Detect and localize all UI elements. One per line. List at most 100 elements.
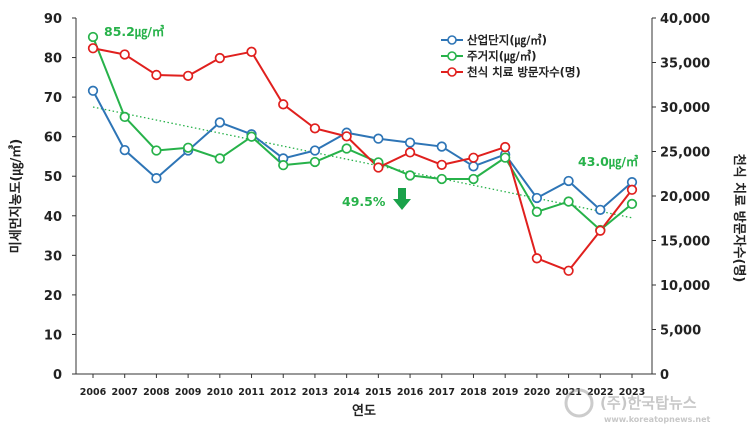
left-axis-ticks: 0 10 20 30 40 50 60 70 80 90: [44, 12, 76, 383]
point-residential-2009: [182, 142, 194, 153]
left-tick-label: 0: [53, 368, 62, 383]
point-industrial-2016: [404, 137, 416, 148]
left-tick-label: 80: [44, 52, 62, 67]
legend-label-asthma: 천식 치료 방문자수(명): [467, 65, 581, 79]
watermark: (주)한국탑뉴스 www.koreatopnews.net: [564, 388, 711, 424]
x-tick-label: 2011: [238, 387, 264, 398]
left-tick-label: 40: [44, 210, 62, 225]
x-tick-label: 2017: [429, 387, 455, 398]
annotation-start-value: 85.2㎍/㎥: [104, 24, 165, 40]
point-residential-2011: [246, 131, 257, 142]
point-asthma-2011: [246, 46, 257, 57]
point-residential-2006: [87, 31, 99, 43]
x-tick-label: 2020: [524, 387, 551, 398]
point-asthma-2010: [214, 52, 225, 64]
point-asthma-2023: [626, 184, 638, 195]
x-tick-label: 2015: [365, 387, 391, 398]
x-axis-ticks: 2006 2007 2008 2009 2010 2011 2012 2013 2014 2015…: [80, 374, 645, 398]
point-industrial-2021: [563, 175, 574, 187]
watermark-logo-text: (주)한국탑뉴스: [600, 394, 697, 412]
point-residential-2016: [404, 170, 416, 181]
point-industrial-2006: [87, 85, 99, 96]
point-residential-2021: [563, 196, 574, 207]
x-axis-label: 연도: [352, 404, 376, 419]
point-industrial-2010: [214, 117, 225, 128]
x-tick-label: 2009: [175, 387, 201, 398]
left-tick-label: 20: [44, 289, 62, 304]
y2-axis-label: 천식 치료 방문자수(명): [731, 154, 747, 283]
x-tick-label: 2006: [80, 387, 107, 398]
x-tick-label: 2007: [111, 387, 137, 398]
point-asthma-2008: [151, 69, 162, 81]
x-tick-label: 2014: [333, 387, 360, 398]
left-tick-label: 50: [44, 170, 62, 185]
right-tick-label: 25,000: [660, 146, 710, 161]
right-tick-label: 20,000: [660, 190, 710, 205]
x-tick-label: 2019: [492, 387, 518, 398]
right-tick-label: 0: [660, 368, 669, 383]
point-residential-2018: [468, 173, 479, 185]
point-asthma-2013: [309, 123, 321, 134]
point-industrial-2022: [595, 204, 606, 215]
legend-item-asthma: 천식 치료 방문자수(명): [441, 65, 581, 79]
point-industrial-2013: [309, 145, 321, 156]
legend-label-industrial: 산업단지(㎍/㎥): [467, 33, 547, 48]
y-axis-label: 미세먼지농도(㎍/㎥): [8, 139, 25, 253]
point-asthma-2007: [119, 49, 130, 60]
series-layer: [87, 31, 638, 276]
point-industrial-2020: [531, 192, 543, 204]
legend-label-residential: 주거지(㎍/㎥): [467, 49, 536, 64]
left-tick-label: 70: [44, 91, 62, 106]
right-tick-label: 15,000: [660, 235, 710, 250]
point-industrial-2015: [373, 133, 384, 144]
point-residential-2020: [531, 206, 543, 217]
point-asthma-2012: [278, 99, 289, 110]
annotation-end-value: 43.0㎍/㎥: [578, 154, 639, 170]
legend-item-residential: 주거지(㎍/㎥): [441, 49, 536, 64]
point-industrial-2007: [119, 144, 130, 156]
point-industrial-2008: [151, 173, 162, 184]
point-residential-2007: [119, 111, 130, 123]
x-tick-label: 2016: [397, 387, 424, 398]
point-residential-2012: [278, 159, 289, 171]
series-line-asthma: [92, 47, 633, 272]
legend-item-industrial: 산업단지(㎍/㎥): [441, 33, 547, 48]
point-residential-2008: [151, 145, 162, 156]
point-residential-2010: [214, 153, 225, 164]
point-residential-2017: [436, 173, 447, 185]
series-line-industrial: [92, 90, 633, 211]
point-residential-2019: [500, 152, 511, 163]
point-asthma-2020: [531, 253, 543, 264]
point-asthma-2009: [182, 70, 194, 81]
right-tick-label: 40,000: [660, 12, 710, 27]
point-asthma-2016: [404, 147, 416, 158]
x-tick-label: 2010: [207, 387, 234, 398]
right-tick-label: 30,000: [660, 101, 710, 116]
point-asthma-2017: [436, 159, 447, 171]
point-asthma-2021: [563, 265, 574, 276]
point-asthma-2006: [87, 43, 99, 54]
left-tick-label: 90: [44, 12, 62, 27]
x-tick-label: 2021: [555, 387, 581, 398]
right-tick-label: 5,000: [660, 324, 701, 339]
series-line-residential: [92, 36, 633, 232]
point-asthma-2018: [468, 152, 479, 163]
point-asthma-2022: [595, 225, 606, 236]
point-residential-2014: [341, 143, 352, 154]
point-industrial-2017: [436, 141, 447, 152]
x-tick-label: 2022: [587, 387, 613, 398]
annotation-reduction-percent: 49.5%: [342, 194, 386, 209]
watermark-url: www.koreatopnews.net: [604, 415, 711, 424]
x-tick-label: 2013: [302, 387, 328, 398]
point-asthma-2019: [500, 141, 511, 153]
point-industrial-2018: [468, 161, 479, 172]
right-tick-label: 10,000: [660, 279, 710, 294]
x-tick-label: 2018: [460, 387, 487, 398]
left-tick-label: 30: [44, 249, 62, 264]
point-residential-2023: [626, 198, 638, 210]
left-tick-label: 60: [44, 131, 62, 146]
point-asthma-2014: [341, 131, 352, 142]
point-residential-2013: [309, 156, 321, 168]
left-tick-label: 10: [44, 328, 62, 343]
